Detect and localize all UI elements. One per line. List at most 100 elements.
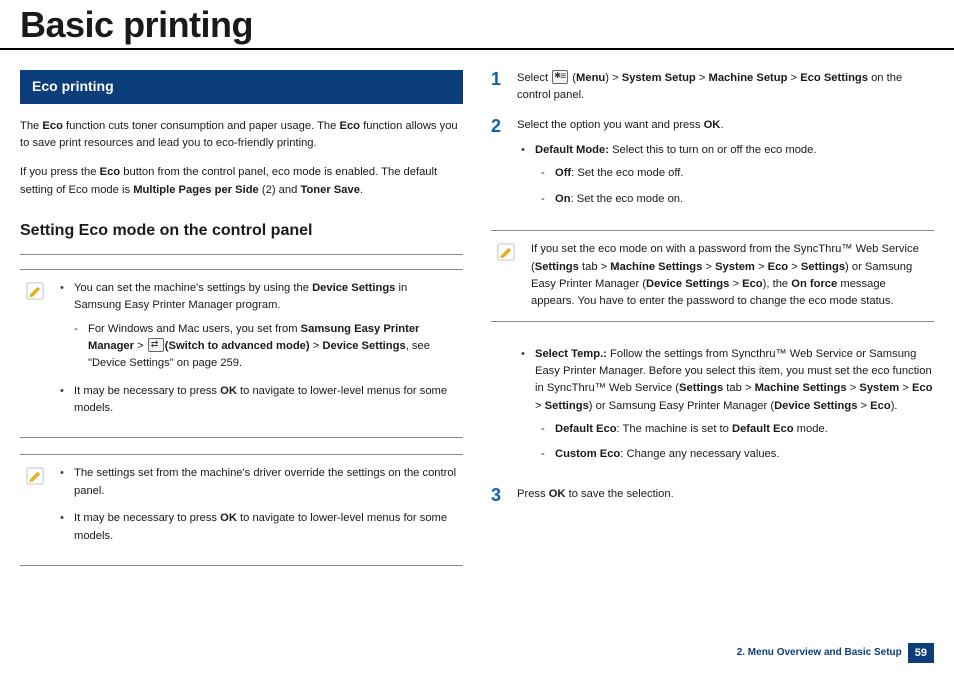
text-bold: Settings	[679, 382, 723, 394]
text: >	[857, 400, 870, 412]
text-bold: Off	[555, 167, 571, 179]
text: to save the selection.	[566, 488, 674, 500]
list-item: You can set the machine's settings by us…	[60, 280, 457, 373]
text-bold: System Setup	[622, 72, 696, 84]
text: ) >	[605, 72, 621, 84]
list-item: Off: Set the eco mode off.	[541, 165, 934, 182]
text-bold: Eco	[768, 261, 789, 273]
note-content: If you set the eco mode on with a passwo…	[531, 241, 928, 310]
text: mode.	[794, 423, 828, 435]
step-body: Select Temp.: Follow the settings from S…	[517, 338, 934, 474]
menu-icon	[552, 70, 568, 84]
pencil-note-icon	[26, 467, 44, 485]
text: >	[696, 72, 709, 84]
text: >	[755, 261, 768, 273]
dash-list: For Windows and Mac users, you set from …	[74, 321, 457, 373]
step-2-continued: Select Temp.: Follow the settings from S…	[491, 338, 934, 474]
text: >	[787, 72, 800, 84]
text: ), the	[763, 278, 792, 290]
text-bold: Device Settings	[312, 282, 395, 294]
text: >	[729, 278, 742, 290]
step-number: 3	[491, 486, 517, 506]
left-column: Eco printing The Eco function cuts toner…	[20, 70, 463, 582]
text-bold: Default Eco	[732, 423, 794, 435]
text-bold: Device Settings	[774, 400, 857, 412]
text-bold: Eco	[912, 382, 933, 394]
step-body: Select the option you want and press OK.…	[517, 117, 934, 218]
text: : The machine is set to	[617, 423, 732, 435]
note-box-2: The settings set from the machine's driv…	[20, 454, 463, 565]
text: >	[899, 382, 912, 394]
text: : Set the eco mode on.	[571, 193, 684, 205]
text-bold: OK	[220, 385, 237, 397]
text-bold: Machine Settings	[755, 382, 847, 394]
step-body: Press OK to save the selection.	[517, 486, 934, 506]
text-bold: System	[859, 382, 899, 394]
text: ).	[891, 400, 898, 412]
step-2: 2 Select the option you want and press O…	[491, 117, 934, 218]
text: >	[310, 340, 323, 352]
footer: 2. Menu Overview and Basic Setup 59	[737, 643, 934, 663]
columns: Eco printing The Eco function cuts toner…	[0, 70, 954, 582]
text: (2) and	[259, 184, 301, 196]
dash-list: Off: Set the eco mode off. On: Set the e…	[541, 165, 934, 208]
page-title: Basic printing	[0, 0, 954, 48]
text: Select the option you want and press	[517, 119, 704, 131]
text-bold: Machine Setup	[709, 72, 788, 84]
text: >	[847, 382, 860, 394]
text-bold: Eco	[339, 120, 360, 132]
text-bold: Eco	[742, 278, 763, 290]
text-bold: Multiple Pages per Side	[133, 184, 259, 196]
list-item: Default Mode: Select this to turn on or …	[521, 142, 934, 208]
text-bold: OK	[549, 488, 566, 500]
text: >	[702, 261, 715, 273]
text-bold: (Switch to advanced mode)	[165, 340, 310, 352]
text-bold: Device Settings	[646, 278, 729, 290]
text-bold: Default Mode:	[535, 144, 609, 156]
note-content: You can set the machine's settings by us…	[60, 280, 457, 418]
text-bold: On	[555, 193, 571, 205]
text: Press	[517, 488, 549, 500]
note-box-1: You can set the machine's settings by us…	[20, 269, 463, 439]
text-bold: Eco	[42, 120, 63, 132]
dash-list: Default Eco: The machine is set to Defau…	[541, 421, 934, 464]
text: ) or Samsung Easy Printer Manager (	[589, 400, 774, 412]
text: It may be necessary to press	[74, 512, 220, 524]
subhead-setting-eco: Setting Eco mode on the control panel	[20, 219, 463, 244]
list-item: On: Set the eco mode on.	[541, 191, 934, 208]
text: .	[720, 119, 723, 131]
text: >	[535, 400, 545, 412]
switch-mode-icon	[148, 338, 164, 352]
list-item: Select Temp.: Follow the settings from S…	[521, 346, 934, 464]
text-bold: Machine Settings	[610, 261, 702, 273]
list-item: For Windows and Mac users, you set from …	[74, 321, 457, 373]
step-number: 2	[491, 117, 517, 218]
text: tab >	[723, 382, 754, 394]
step-body: Select (Menu) > System Setup > Machine S…	[517, 70, 934, 105]
text-bold: Menu	[576, 72, 605, 84]
step-number: 1	[491, 70, 517, 105]
text-bold: Device Settings	[322, 340, 405, 352]
list-item: It may be necessary to press OK to navig…	[60, 510, 457, 545]
pencil-note-icon	[26, 282, 44, 300]
text-bold: System	[715, 261, 755, 273]
list-item: Default Eco: The machine is set to Defau…	[541, 421, 934, 438]
text: Select this to turn on or off the eco mo…	[609, 144, 817, 156]
text-bold: OK	[220, 512, 237, 524]
footer-page-number: 59	[908, 643, 934, 663]
text: : Set the eco mode off.	[571, 167, 683, 179]
note-content: The settings set from the machine's driv…	[60, 465, 457, 544]
text-bold: OK	[704, 119, 721, 131]
bullet-list: You can set the machine's settings by us…	[60, 280, 457, 418]
text-bold: Eco	[870, 400, 891, 412]
text-bold: Default Eco	[555, 423, 617, 435]
text-bold: Eco	[100, 166, 121, 178]
text: It may be necessary to press	[74, 385, 220, 397]
title-rule	[0, 48, 954, 50]
list-item: Custom Eco: Change any necessary values.	[541, 446, 934, 463]
intro-para-2: If you press the Eco button from the con…	[20, 164, 463, 199]
divider	[20, 254, 463, 255]
text-bold: Eco Settings	[800, 72, 868, 84]
step-3: 3 Press OK to save the selection.	[491, 486, 934, 506]
text: For Windows and Mac users, you set from	[88, 323, 301, 335]
